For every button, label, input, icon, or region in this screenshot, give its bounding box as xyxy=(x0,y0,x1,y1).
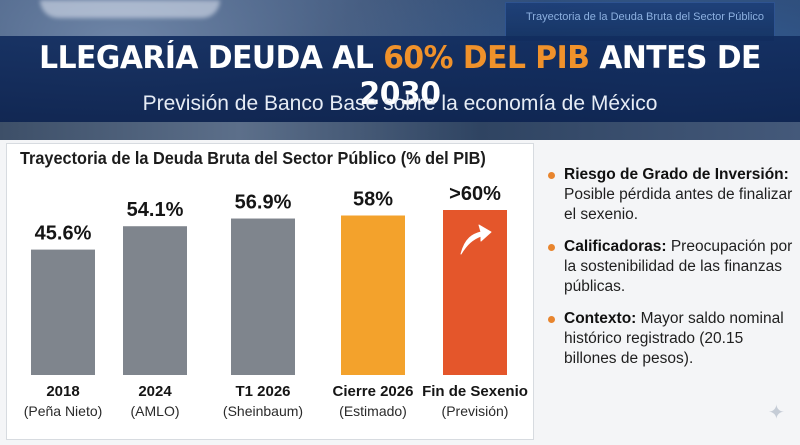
category-label: Cierre 2026 xyxy=(333,383,414,400)
bullet-dot xyxy=(548,244,555,251)
bullet-item: Calificadoras: Preocupación por la soste… xyxy=(548,237,796,297)
bullet-title: Contexto: xyxy=(564,310,637,327)
category-note: (Previsión) xyxy=(442,403,509,419)
title-banner xyxy=(0,36,800,122)
ceiling-light xyxy=(40,0,220,18)
bullet-text: Mayor saldo nominal histórico registrado… xyxy=(564,310,784,367)
bullet-dot xyxy=(548,172,555,179)
up-arrow-icon xyxy=(460,224,492,255)
bullet-title: Riesgo de Grado de Inversión: xyxy=(564,166,789,183)
value-label: 56.9% xyxy=(235,192,292,214)
bar-0 xyxy=(31,249,95,375)
value-label: 54.1% xyxy=(127,199,184,221)
category-label: T1 2026 xyxy=(235,383,290,400)
category-note: (Sheinbaum) xyxy=(223,403,303,419)
sparkle-icon: ✦ xyxy=(768,402,785,424)
value-label: 58% xyxy=(353,189,393,211)
bar-3 xyxy=(341,215,405,375)
bullet-item: Riesgo de Grado de Inversión: Posible pé… xyxy=(548,165,796,225)
category-note: (Peña Nieto) xyxy=(24,403,103,419)
bar-chart: 45.6% 2018 (Peña Nieto) 54.1% 2024 (AMLO) 56.9… xyxy=(24,183,528,419)
bar-1 xyxy=(123,226,187,375)
bullet-list: Riesgo de Grado de Inversión: Posible pé… xyxy=(548,165,796,381)
background-screen: Trayectoria de la Deuda Bruta del Sector… xyxy=(505,2,775,42)
category-note: (Estimado) xyxy=(339,403,407,419)
bullet-text: Preocupación por la sostenibilidad de la… xyxy=(564,238,793,295)
background-screen-text: Trayectoria de la Deuda Bruta del Sector… xyxy=(526,11,765,23)
background-strip xyxy=(0,122,800,142)
subtitle: Previsión de Banco Base sobre la economí… xyxy=(142,92,658,115)
bullet-item: Contexto: Mayor saldo nominal histórico … xyxy=(548,309,796,369)
headline-accent: 60% DEL PIB xyxy=(383,40,590,76)
headline-part-2: ANTES DE 2030 xyxy=(359,40,762,112)
category-label: Fin de Sexenio xyxy=(422,383,528,400)
headline: LLEGARÍA DEUDA AL 60% DEL PIB ANTES DE 2… xyxy=(16,40,784,112)
category-note: (AMLO) xyxy=(131,403,180,419)
bullet-text: Posible pérdida antes de finalizar el se… xyxy=(564,186,793,223)
category-label: 2024 xyxy=(138,383,172,400)
bullet-title: Calificadoras: xyxy=(564,238,667,255)
value-label: >60% xyxy=(449,183,501,205)
bullet-dot xyxy=(548,316,555,323)
category-label: 2018 xyxy=(46,383,79,400)
chart-title: Trayectoria de la Deuda Bruta del Sector… xyxy=(20,148,486,168)
value-label: 45.6% xyxy=(35,223,92,245)
bar-2 xyxy=(231,218,295,375)
headline-part-1: LLEGARÍA DEUDA AL xyxy=(39,40,384,76)
